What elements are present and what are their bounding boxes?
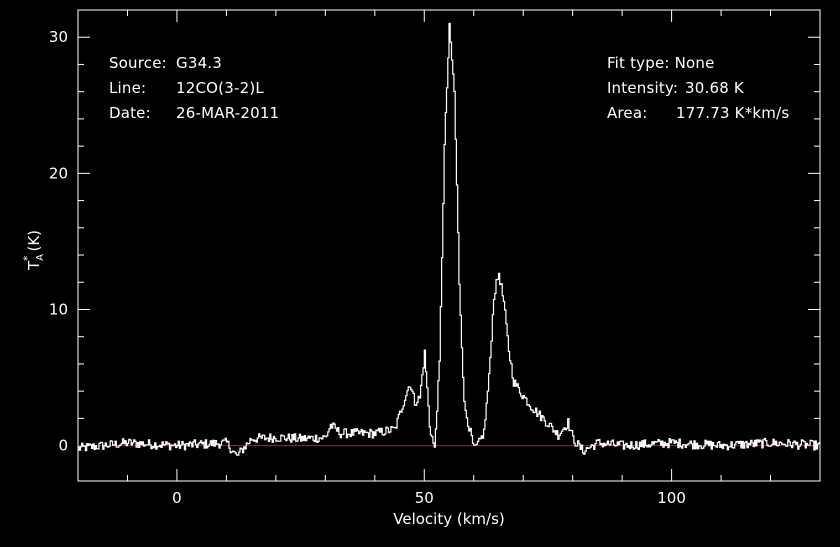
source-annotation: Source: G34.3 (99, 36, 222, 72)
x-tick-label: 50 (415, 489, 434, 507)
fit-label: Fit type: (606, 54, 670, 72)
y-axis-label: TA*(K) (21, 230, 46, 271)
date-label: Date: (108, 104, 151, 122)
y-tick-label: 30 (49, 28, 68, 46)
fit-value: None (674, 54, 715, 72)
area-value: 177.73 K*km/s (676, 104, 790, 122)
fit-annotation: Fit type: None (597, 36, 715, 72)
x-axis-label: Velocity (km/s) (393, 510, 504, 528)
line-value: 12CO(3-2)L (176, 79, 264, 97)
plot-frame (77, 9, 821, 482)
area-annotation: Area: 177.73 K*km/s (597, 86, 789, 122)
line-label: Line: (108, 79, 147, 97)
axis-tick-labels: 0 50 100 0 10 20 30 (49, 28, 686, 507)
axis-ticks (77, 10, 821, 481)
x-tick-label: 100 (657, 489, 686, 507)
source-value: G34.3 (176, 54, 223, 72)
line-annotation: Line: 12CO(3-2)L (99, 61, 264, 97)
date-value: 26-MAR-2011 (176, 104, 280, 122)
y-tick-label: 20 (49, 164, 68, 182)
spectrum-line (78, 22, 821, 456)
area-label: Area: (606, 104, 648, 122)
intensity-annotation: Intensity: 30.68 K (597, 61, 744, 97)
y-tick-label: 10 (49, 300, 68, 318)
x-tick-label: 0 (172, 489, 182, 507)
intensity-value: 30.68 K (685, 79, 744, 97)
y-tick-label: 0 (58, 437, 68, 455)
source-label: Source: (108, 54, 167, 72)
date-annotation: Date: 26-MAR-2011 (99, 86, 279, 122)
intensity-label: Intensity: (606, 79, 679, 97)
svg-text:TA*(K): TA*(K) (21, 230, 46, 271)
